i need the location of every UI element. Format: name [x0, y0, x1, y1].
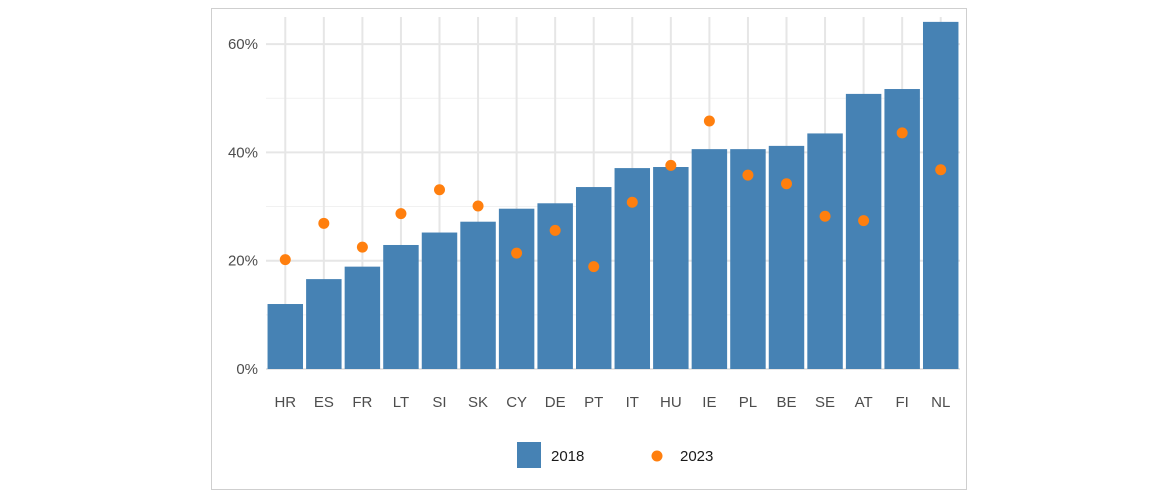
x-tick-label: AT: [855, 394, 873, 411]
legend-swatch-2023: [651, 450, 663, 462]
point-2023-sk: [472, 200, 484, 212]
y-tick-label: 0%: [236, 361, 258, 378]
x-tick-label: NL: [931, 394, 950, 411]
x-tick-label: FI: [895, 394, 908, 411]
point-2023-ie: [703, 115, 715, 127]
y-tick-label: 60%: [228, 36, 258, 53]
x-tick-label: SE: [815, 394, 835, 411]
bar-2018-pl: [730, 149, 766, 369]
bar-2018-es: [306, 279, 342, 369]
bar-2018-pt: [575, 187, 612, 369]
chart: 0% 20% 40% 60% HR ES FR LT SI SK CY DE PT IT HU IE PL BE…: [228, 17, 960, 468]
x-tick-label: FR: [352, 394, 372, 411]
legend-swatch-2018: [517, 442, 541, 468]
x-tick-label: BE: [776, 394, 796, 411]
point-2023-si: [434, 184, 445, 196]
x-tick-label: CY: [506, 394, 527, 411]
point-2023-hr: [279, 254, 291, 266]
x-tick-label: PL: [739, 394, 757, 411]
x-tick-label: LT: [393, 394, 409, 411]
x-tick-label: ES: [314, 394, 334, 411]
legend: 2018 2023: [517, 442, 713, 468]
point-2023-hu: [665, 159, 677, 171]
legend-label-2023: 2023: [680, 448, 713, 465]
bar-2018-si: [421, 232, 458, 369]
point-2023-se: [819, 210, 831, 222]
x-tick-label: SK: [468, 394, 488, 411]
x-tick-label: HR: [274, 394, 296, 411]
point-2023-pt: [588, 261, 600, 273]
x-tick-label: IE: [702, 394, 716, 411]
x-tick-label: HU: [660, 394, 682, 411]
point-2023-fi: [896, 127, 908, 139]
legend-label-2018: 2018: [551, 448, 584, 465]
bar-2018-ie: [691, 149, 728, 369]
bar-2018-se: [807, 133, 843, 369]
y-axis: 0% 20% 40% 60%: [228, 36, 258, 378]
point-2023-nl: [935, 164, 947, 176]
points-2023: [279, 115, 947, 273]
point-2023-be: [781, 178, 792, 190]
bar-2018-hr: [267, 304, 304, 369]
bar-2018-lt: [383, 244, 419, 369]
bar-2018-at: [845, 93, 882, 369]
point-2023-at: [858, 215, 870, 227]
bar-2018-sk: [460, 221, 496, 369]
x-tick-label: IT: [626, 394, 639, 411]
x-axis: HR ES FR LT SI SK CY DE PT IT HU IE PL BE SE AT FI NL: [274, 394, 950, 411]
minor-gridlines: [266, 97, 960, 316]
y-tick-label: 20%: [228, 253, 258, 270]
chart-frame: 0% 20% 40% 60% HR ES FR LT SI SK CY DE PT IT HU IE PL BE…: [211, 8, 967, 490]
point-2023-de: [549, 224, 561, 236]
bars-2018: [267, 21, 959, 370]
bar-2018-fr: [344, 266, 381, 369]
bar-2018-nl: [922, 21, 959, 370]
point-2023-it: [626, 196, 638, 208]
point-2023-es: [318, 217, 330, 229]
x-tick-label: PT: [584, 394, 603, 411]
x-tick-label: SI: [432, 394, 446, 411]
bar-2018-hu: [653, 167, 689, 369]
point-2023-pl: [742, 169, 754, 181]
point-2023-lt: [395, 208, 407, 220]
y-tick-label: 40%: [228, 144, 258, 161]
bar-2018-cy: [498, 208, 535, 369]
point-2023-fr: [356, 241, 368, 253]
x-tick-label: DE: [545, 394, 566, 411]
point-2023-cy: [511, 247, 523, 259]
